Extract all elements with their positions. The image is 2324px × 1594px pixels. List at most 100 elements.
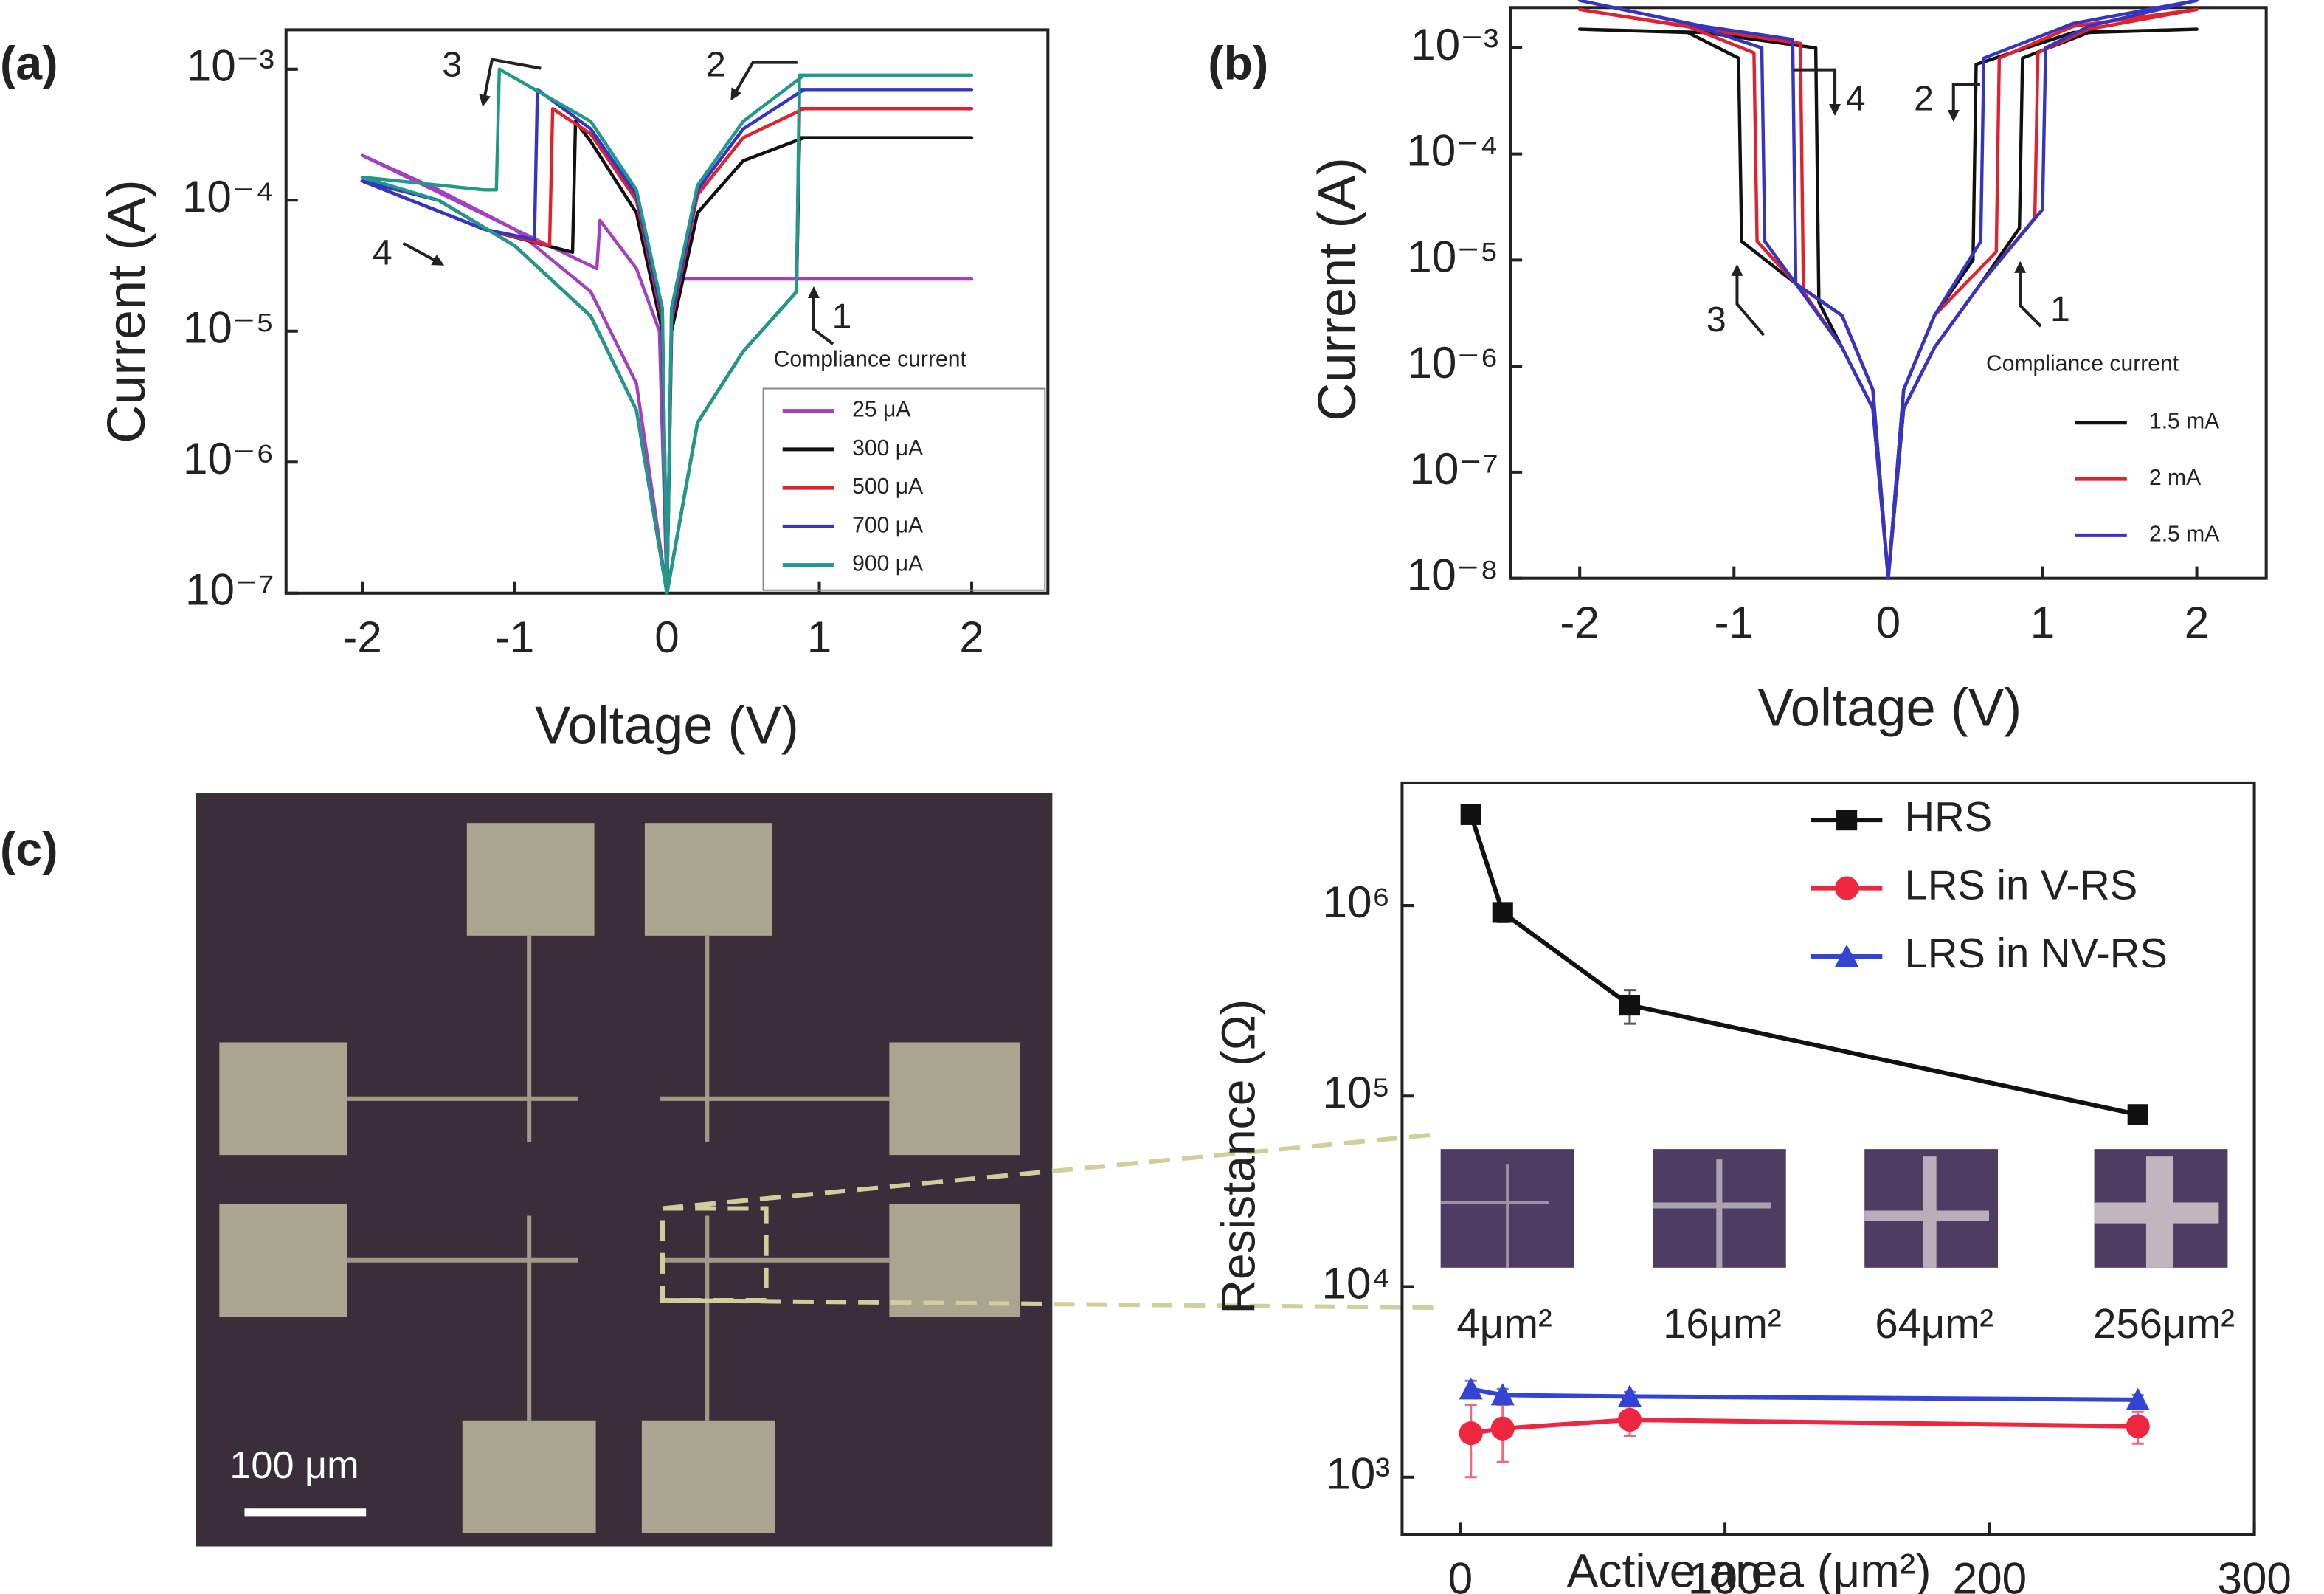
- x-axis-label: Voltage (V): [1758, 679, 2022, 738]
- marker: [1460, 804, 1481, 825]
- legend-label: 700 μA: [852, 513, 924, 537]
- legend-box: [762, 387, 1046, 591]
- marker: [1490, 1383, 1515, 1406]
- y-axis-label: Current (A): [97, 179, 156, 444]
- legend-label: 300 μA: [852, 436, 924, 460]
- x-tick-label: 0: [1876, 597, 1901, 647]
- legend-label: 2 mA: [2149, 466, 2202, 490]
- annotation: 2: [1914, 79, 1934, 119]
- marker: [1617, 1384, 1642, 1407]
- y-tick-label: 10⁶: [1323, 877, 1391, 927]
- annotation-arrow: [1947, 83, 1980, 122]
- y-tick-label: 10⁻⁴: [182, 171, 274, 221]
- insets: [1440, 1149, 2228, 1268]
- y-tick-label: 10⁻⁴: [1406, 125, 1498, 176]
- marker: [1836, 810, 1858, 831]
- annotation: 4: [1846, 79, 1866, 119]
- inset-label: 16μm²: [1663, 1300, 1782, 1347]
- series-line: [1577, 0, 2199, 580]
- y-tick-label: 10⁻⁶: [1407, 337, 1498, 387]
- annotation: 3: [442, 44, 462, 84]
- series-line: [360, 67, 974, 595]
- y-axis-label: Resistance (Ω): [1211, 999, 1265, 1314]
- x-tick-label: 300: [2217, 1553, 2292, 1594]
- x-tick-label: -2: [1560, 597, 1600, 647]
- y-tick-label: 10⁻⁷: [1409, 444, 1498, 494]
- series-line: [1468, 813, 2139, 1117]
- panel-label: (c): [0, 822, 58, 875]
- x-tick-label: 200: [1953, 1553, 2027, 1594]
- plot-frame: [1400, 781, 2256, 1536]
- legend-label: LRS in V-RS: [1904, 861, 2137, 908]
- micrograph: [196, 793, 1438, 1547]
- annotation: 3: [1706, 300, 1726, 339]
- y-axis-label: Current (A): [1308, 157, 1367, 421]
- x-tick-label: -1: [1714, 597, 1754, 647]
- annotation: 2: [706, 44, 726, 84]
- x-tick-label: 1: [807, 612, 832, 662]
- marker: [1459, 1421, 1483, 1446]
- x-tick-label: 0: [654, 612, 679, 662]
- y-tick-label: 10⁻⁵: [183, 303, 274, 353]
- panel-label: (a): [0, 37, 58, 90]
- inset-label: 64μm²: [1875, 1300, 1993, 1347]
- annotation-arrow: [807, 286, 834, 345]
- annotation-arrow: [1731, 263, 1766, 337]
- marker: [1835, 876, 1859, 900]
- marker: [2126, 1414, 2150, 1438]
- series-line: [1577, 7, 2199, 580]
- y-tick-label: 10⁵: [1322, 1067, 1390, 1117]
- annotation: 1: [2050, 289, 2070, 329]
- legend-title: Compliance current: [774, 347, 967, 371]
- series-line: [1470, 1417, 2138, 1436]
- x-tick-label: 2: [2185, 597, 2210, 647]
- panel-label: (b): [1208, 37, 1268, 90]
- series-line: [1577, 27, 2199, 580]
- annotation: 4: [373, 232, 392, 272]
- inset-label: 4μm²: [1456, 1300, 1552, 1347]
- x-axis-label: Active area (μm²): [1566, 1545, 1931, 1594]
- legend-label: HRS: [1904, 793, 1992, 840]
- marker: [1492, 902, 1513, 923]
- legend-label: 2.5 mA: [2149, 522, 2220, 546]
- legend-label: 500 μA: [852, 475, 924, 499]
- marker: [1459, 1377, 1483, 1400]
- marker: [2127, 1104, 2148, 1125]
- annotation-arrow: [402, 241, 445, 266]
- y-tick-label: 10⁻⁸: [1407, 550, 1498, 600]
- y-tick-label: 10³: [1326, 1449, 1390, 1499]
- y-tick-label: 10⁻³: [187, 41, 274, 91]
- legend-label: 1.5 mA: [2149, 410, 2220, 434]
- annotation-arrow: [730, 61, 798, 101]
- scale-label: 100 μm: [229, 1444, 359, 1487]
- y-tick-label: 10⁻⁶: [183, 433, 274, 483]
- y-tick-label: 10⁴: [1321, 1257, 1390, 1308]
- plot-frame: [1509, 6, 2268, 580]
- inset-label: 256μm²: [2093, 1300, 2235, 1347]
- marker: [1835, 944, 1859, 967]
- x-tick-label: 100: [1688, 1553, 1763, 1594]
- annotation-arrow: [2014, 261, 2042, 328]
- marker: [1490, 1416, 1515, 1441]
- marker: [1617, 1407, 1642, 1432]
- legend-label: 25 μA: [852, 398, 911, 422]
- x-axis-label: Voltage (V): [535, 697, 799, 756]
- legend-label: 900 μA: [852, 552, 924, 576]
- marker: [1619, 995, 1641, 1016]
- x-tick-label: -1: [495, 612, 535, 662]
- x-tick-label: -2: [342, 612, 382, 662]
- series-line: [1470, 1387, 2138, 1402]
- marker: [2126, 1387, 2150, 1410]
- x-tick-label: 0: [1448, 1553, 1473, 1594]
- y-tick-label: 10⁻⁵: [1407, 231, 1498, 281]
- annotation-arrow: [1793, 68, 1841, 116]
- legend-title: Compliance current: [1986, 351, 2179, 376]
- legend-label: LRS in NV-RS: [1904, 930, 2167, 976]
- annotation-arrow: [479, 58, 542, 107]
- annotation: 1: [832, 297, 852, 337]
- x-tick-label: 1: [2030, 597, 2055, 647]
- y-tick-label: 10⁻⁷: [185, 565, 274, 615]
- x-tick-label: 2: [959, 612, 984, 662]
